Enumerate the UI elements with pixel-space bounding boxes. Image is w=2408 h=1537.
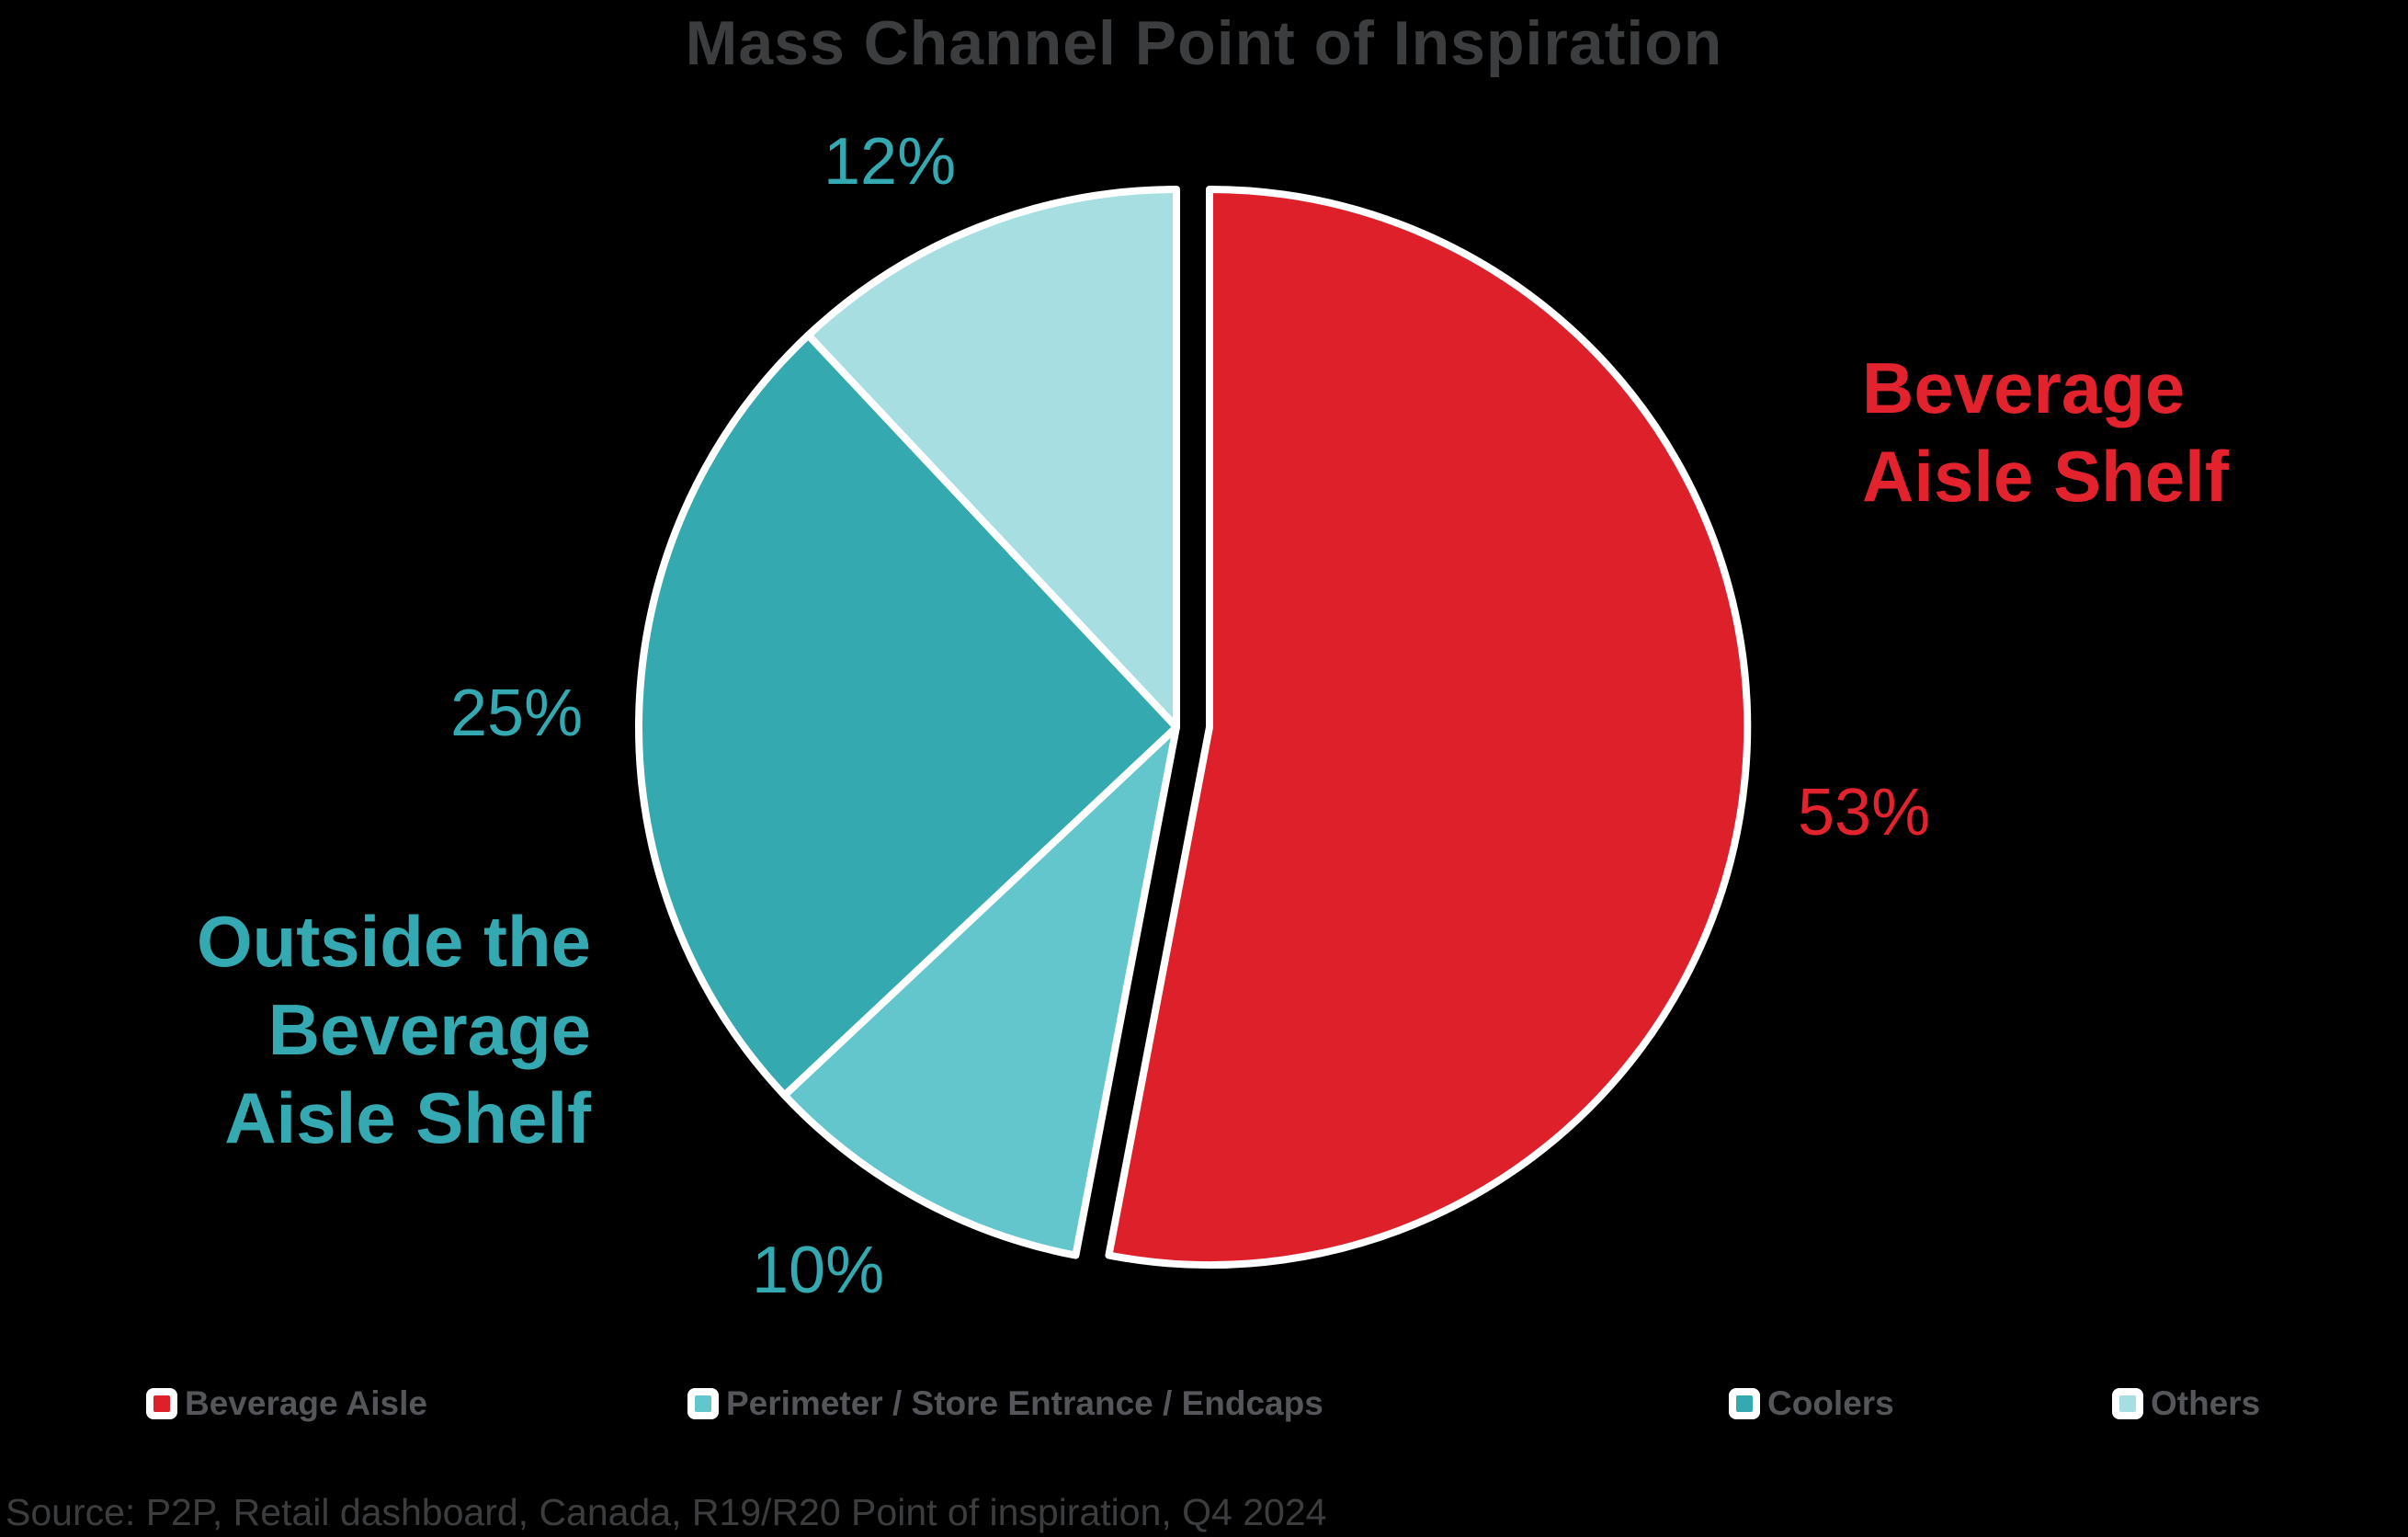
legend-item-others: Others — [2112, 1384, 2261, 1422]
legend-label: Perimeter / Store Entrance / Endcaps — [726, 1384, 1323, 1422]
legend-label: Others — [2151, 1384, 2261, 1422]
legend-item-beverage-aisle: Beverage Aisle — [146, 1384, 427, 1422]
legend-item-coolers: Coolers — [1729, 1384, 1894, 1422]
legend-swatch — [1729, 1388, 1760, 1419]
data-label-others: 12% — [823, 125, 957, 199]
annotation-line: Beverage — [1862, 347, 2186, 428]
annotation-line: Aisle Shelf — [1862, 436, 2229, 517]
annotation-outside-beverage-aisle-shelf: Outside the Beverage Aisle Shelf — [197, 897, 591, 1162]
legend-item-perimeter-store-entrance-endcaps: Perimeter / Store Entrance / Endcaps — [687, 1384, 1323, 1422]
annotation-beverage-aisle-shelf: Beverage Aisle Shelf — [1862, 344, 2229, 520]
data-label-coolers: 25% — [450, 677, 584, 750]
legend-swatch-color — [153, 1395, 170, 1412]
legend-label: Coolers — [1767, 1384, 1894, 1422]
pie-slice-beverage-aisle — [1105, 186, 1752, 1269]
annotation-line: Beverage — [267, 989, 591, 1070]
data-label-perimeter: 10% — [752, 1234, 885, 1307]
legend-swatch — [2112, 1388, 2143, 1419]
pie-slice-perimeter-store-entrance-endcaps — [780, 723, 1180, 1259]
source-note: Source: P2P, Retail dashboard, Canada, R… — [6, 1491, 1327, 1533]
legend-swatch — [146, 1388, 177, 1419]
data-label-beverage-aisle: 53% — [1798, 776, 1931, 849]
legend-label: Beverage Aisle — [185, 1384, 427, 1422]
annotation-line: Outside the — [196, 901, 591, 982]
legend-swatch-color — [1736, 1395, 1753, 1412]
pie-slice-others — [804, 186, 1180, 731]
legend-swatch — [687, 1388, 719, 1419]
legend-swatch-color — [695, 1395, 711, 1412]
annotation-line: Aisle Shelf — [224, 1077, 591, 1158]
pie-slice-coolers — [635, 331, 1180, 1099]
chart-title: Mass Channel Point of Inspiration — [685, 8, 1723, 78]
legend-swatch-color — [2119, 1395, 2136, 1412]
